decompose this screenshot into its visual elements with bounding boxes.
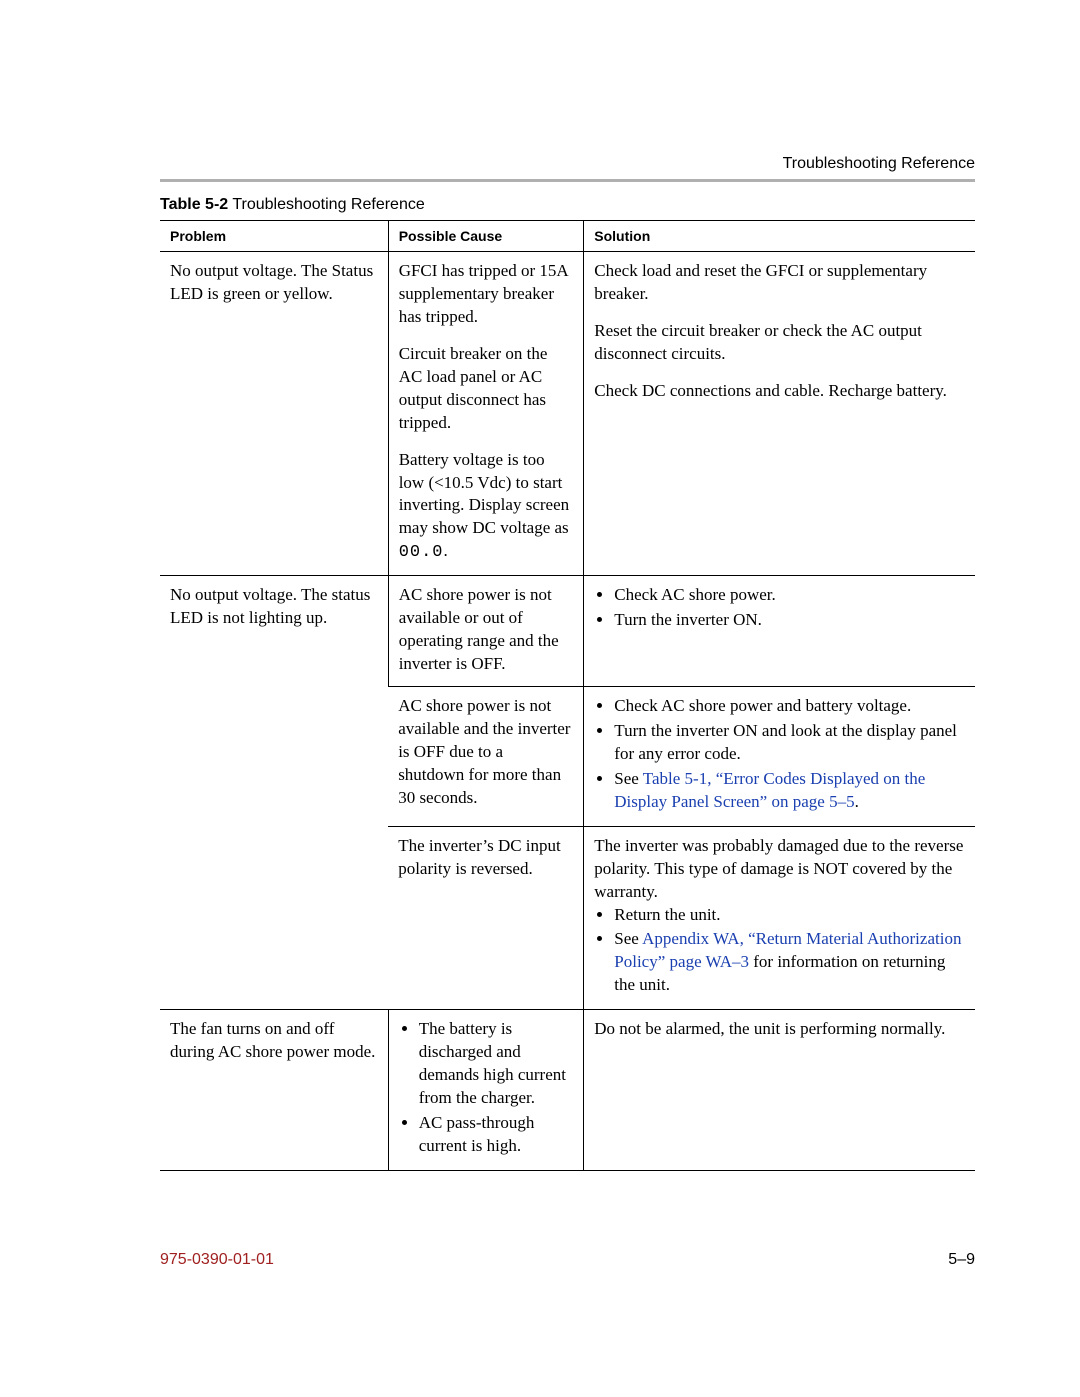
list-item: The battery is discharged and demands hi… <box>419 1018 574 1110</box>
text: Battery voltage is too low (<10.5 Vdc) t… <box>399 449 574 566</box>
caption-title: Troubleshooting Reference <box>232 196 424 213</box>
cell-solution: Check load and reset the GFCI or supplem… <box>584 252 975 576</box>
col-problem: Problem <box>160 221 388 252</box>
list-item: Return the unit. <box>614 904 965 927</box>
text: The inverter’s DC input polarity is reve… <box>398 836 561 878</box>
list-item: See Table 5-1, “Error Codes Displayed on… <box>614 768 965 814</box>
cell-problem: The fan turns on and off during AC shore… <box>160 1010 388 1171</box>
text: Do not be alarmed, the unit is performin… <box>594 1019 945 1038</box>
cell-cause: AC shore power is not available or out o… <box>388 576 584 687</box>
text: . <box>444 541 448 560</box>
text: . <box>855 792 859 811</box>
col-cause: Possible Cause <box>388 221 584 252</box>
cell-solution: Do not be alarmed, the unit is performin… <box>584 1010 975 1171</box>
list-item: See Appendix WA, “Return Material Author… <box>614 928 965 997</box>
table-row: The fan turns on and off during AC shore… <box>160 1010 975 1171</box>
caption-label: Table 5-2 <box>160 196 228 213</box>
page-footer: 975-0390-01-01 5–9 <box>160 1251 975 1269</box>
table-row: No output voltage. The status LED is not… <box>160 576 975 687</box>
text: AC shore power is not available or out o… <box>399 585 559 673</box>
header-rule <box>160 179 975 182</box>
bullet-list: Return the unit. See Appendix WA, “Retur… <box>594 904 965 998</box>
text: Check load and reset the GFCI or supplem… <box>594 260 965 306</box>
cell-cause: AC shore power is not available and the … <box>388 687 584 827</box>
display-code: 00.0 <box>399 543 444 562</box>
running-head: Troubleshooting Reference <box>160 155 975 173</box>
text: Circuit breaker on the AC load panel or … <box>399 343 574 435</box>
cell-solution: Check AC shore power and battery voltage… <box>584 687 975 827</box>
text: The inverter was probably damaged due to… <box>594 835 965 904</box>
document-number: 975-0390-01-01 <box>160 1251 274 1269</box>
list-item: Turn the inverter ON. <box>614 609 965 632</box>
table-row: No output voltage. The Status LED is gre… <box>160 252 975 576</box>
list-item: Check AC shore power. <box>614 584 965 607</box>
document-page: Troubleshooting Reference Table 5-2 Trou… <box>0 0 1080 1329</box>
text: Reset the circuit breaker or check the A… <box>594 320 965 366</box>
table-header-row: Problem Possible Cause Solution <box>160 221 975 252</box>
troubleshooting-table: Problem Possible Cause Solution No outpu… <box>160 220 975 1171</box>
text: GFCI has tripped or 15A supplementary br… <box>399 260 574 329</box>
text: Check DC connections and cable. Recharge… <box>594 380 965 403</box>
list-item: Turn the inverter ON and look at the dis… <box>614 720 965 766</box>
cell-problem: No output voltage. The status LED is not… <box>160 576 388 1010</box>
text: The fan turns on and off during AC shore… <box>170 1019 375 1061</box>
list-item: AC pass-through current is high. <box>419 1112 574 1158</box>
cell-solution: The inverter was probably damaged due to… <box>584 826 975 1010</box>
cell-cause: GFCI has tripped or 15A supplementary br… <box>388 252 584 576</box>
col-solution: Solution <box>584 221 975 252</box>
cell-cause: The battery is discharged and demands hi… <box>388 1010 584 1171</box>
bullet-list: The battery is discharged and demands hi… <box>399 1018 574 1158</box>
text: See <box>614 769 643 788</box>
bullet-list: Check AC shore power and battery voltage… <box>594 695 965 814</box>
bullet-list: Check AC shore power. Turn the inverter … <box>594 584 965 632</box>
list-item: Check AC shore power and battery voltage… <box>614 695 965 718</box>
cell-cause: The inverter’s DC input polarity is reve… <box>388 826 584 1010</box>
xref-link[interactable]: Table 5-1, “Error Codes Displayed on the… <box>614 769 925 811</box>
table-caption: Table 5-2 Troubleshooting Reference <box>160 196 975 214</box>
page-number: 5–9 <box>948 1251 975 1269</box>
text: No output voltage. The Status LED is gre… <box>170 261 373 303</box>
cell-solution: Check AC shore power. Turn the inverter … <box>584 576 975 687</box>
text: No output voltage. The status LED is not… <box>170 585 370 627</box>
cell-problem: No output voltage. The Status LED is gre… <box>160 252 388 576</box>
text: Battery voltage is too low (<10.5 Vdc) t… <box>399 450 569 538</box>
text: AC shore power is not available and the … <box>398 696 570 807</box>
text: See <box>614 929 642 948</box>
